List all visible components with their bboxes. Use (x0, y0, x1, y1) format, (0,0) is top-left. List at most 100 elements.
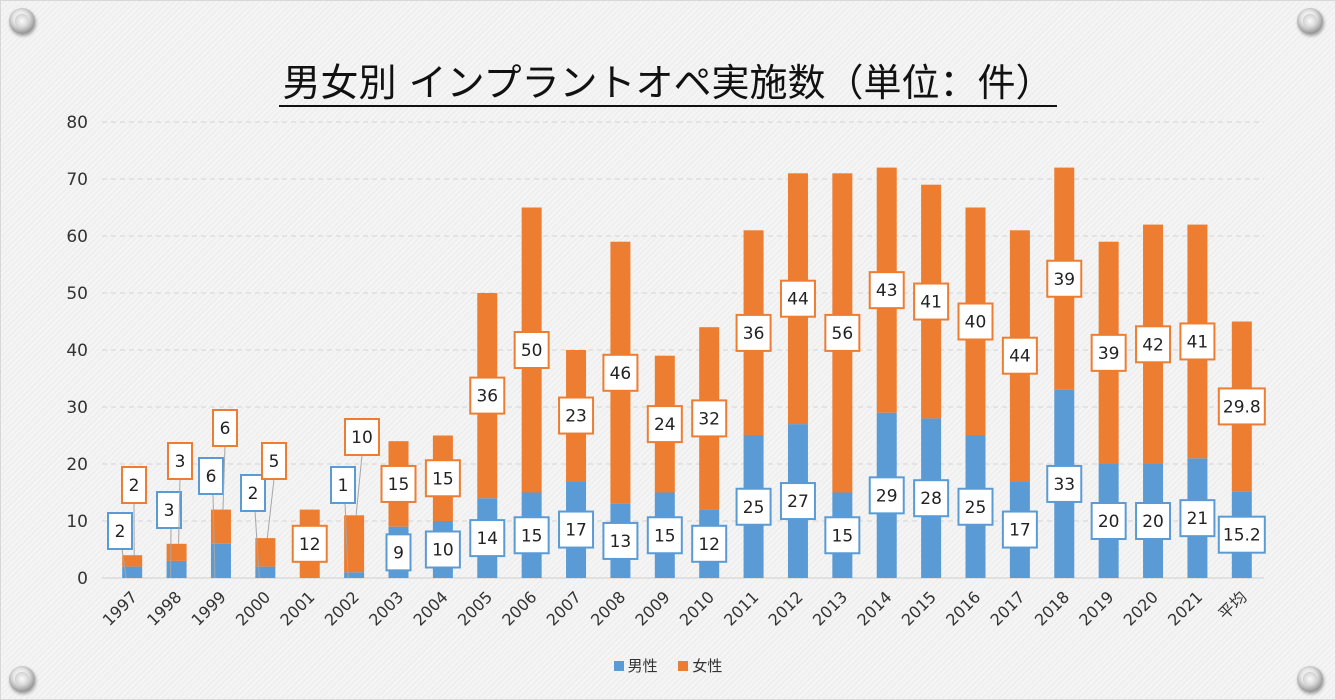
legend-item-female: 女性 (678, 655, 722, 676)
x-tick-label: 2010 (676, 587, 718, 629)
leader-line (121, 548, 127, 579)
data-label-male: 15 (521, 526, 543, 546)
data-label-box (167, 442, 193, 480)
data-label-female: 5 (269, 452, 280, 472)
data-label-box (1046, 464, 1083, 503)
y-tick-label: 30 (66, 398, 88, 418)
data-label-male: 25 (965, 498, 987, 518)
data-label-box (957, 302, 994, 341)
x-tick-label: 2001 (276, 587, 318, 629)
screw-icon (9, 8, 35, 34)
data-label-female: 36 (743, 324, 765, 344)
data-label-male: 15 (654, 526, 676, 546)
data-label-box (1001, 336, 1038, 375)
bar-male (122, 566, 143, 578)
x-tick-label: 1997 (99, 587, 141, 629)
data-label-male: 15 (832, 526, 854, 546)
data-label-box (107, 512, 133, 550)
data-label-female: 36 (476, 387, 498, 407)
data-label-male: 1 (338, 476, 349, 496)
screw-icon (1297, 666, 1323, 692)
y-tick-label: 0 (77, 569, 88, 589)
data-label-female: 23 (565, 407, 587, 427)
legend-swatch-female (678, 661, 689, 671)
leader-line (178, 478, 181, 544)
leader-line (222, 445, 226, 510)
data-label-box (469, 519, 506, 558)
data-label-female: 12 (299, 535, 321, 555)
data-label-box (212, 409, 238, 447)
data-label-male: 27 (787, 492, 809, 512)
data-label-female: 15 (388, 475, 410, 495)
data-label-box (344, 418, 380, 456)
bar-female (210, 509, 231, 544)
x-tick-label: 2018 (1031, 587, 1073, 629)
y-tick-label: 60 (66, 227, 88, 247)
data-label-male: 2 (248, 484, 259, 504)
x-tick-label: 2008 (587, 587, 629, 629)
legend-item-male: 男性 (613, 655, 658, 676)
bar-male (255, 566, 276, 578)
data-label-box (291, 524, 328, 563)
data-label-female: 3 (175, 452, 186, 472)
x-tick-label: 2003 (365, 587, 407, 629)
data-label-box (121, 466, 147, 504)
y-tick-label: 50 (66, 284, 88, 304)
data-label-male: 17 (1009, 521, 1031, 541)
data-label-male: 21 (1187, 509, 1209, 529)
data-label-box (513, 331, 550, 369)
data-label-box (380, 464, 417, 503)
legend-label-male: 男性 (627, 657, 658, 675)
data-label-female: 32 (698, 409, 720, 429)
data-label-box (646, 405, 683, 444)
data-label-box (602, 353, 639, 392)
x-tick-label: 2009 (631, 587, 673, 629)
data-label-box (913, 282, 950, 321)
data-label-box (1090, 502, 1127, 540)
data-label-male: 9 (393, 543, 404, 563)
data-label-box (1217, 515, 1266, 554)
x-tick-label: 1998 (143, 587, 185, 629)
data-label-male: 6 (206, 467, 217, 487)
data-label-male: 17 (565, 521, 587, 541)
bar-female (344, 515, 365, 573)
x-tick-label: 2016 (942, 587, 984, 629)
data-label-box (602, 521, 639, 560)
data-label-female: 39 (1098, 344, 1120, 364)
screw-icon (9, 666, 35, 692)
data-label-female: 6 (220, 419, 231, 439)
x-tick-label: 2002 (321, 587, 363, 629)
data-label-box (1217, 387, 1266, 426)
data-label-box (779, 279, 816, 318)
data-label-box (1001, 510, 1038, 549)
data-label-female: 41 (920, 293, 942, 313)
data-label-female: 41 (1187, 332, 1209, 352)
x-tick-label: 平均 (1215, 587, 1251, 623)
data-label-male: 14 (476, 529, 498, 549)
data-label-box (691, 399, 728, 438)
data-label-female: 44 (787, 290, 809, 310)
data-label-box (735, 313, 772, 352)
data-label-box (824, 313, 861, 352)
data-label-box (330, 466, 356, 504)
x-tick-label: 2006 (498, 587, 540, 629)
data-label-box (240, 474, 266, 512)
data-label-box (261, 442, 287, 480)
data-label-female: 46 (610, 364, 632, 384)
leader-line (266, 478, 275, 539)
x-tick-label: 2020 (1120, 587, 1162, 629)
data-label-female: 24 (654, 415, 676, 435)
leader-line (254, 510, 260, 579)
leader-line (344, 502, 349, 579)
x-tick-label: 2013 (809, 587, 851, 629)
x-tick-label: 2012 (765, 587, 807, 629)
bar-male (344, 572, 365, 578)
data-label-box (198, 457, 224, 495)
data-label-box (913, 479, 950, 518)
data-label-box (424, 530, 461, 569)
y-tick-label: 40 (66, 341, 88, 361)
data-label-female: 40 (965, 313, 987, 333)
data-label-male: 28 (920, 489, 942, 509)
data-label-box (424, 459, 461, 498)
data-label-male: 20 (1098, 512, 1120, 532)
